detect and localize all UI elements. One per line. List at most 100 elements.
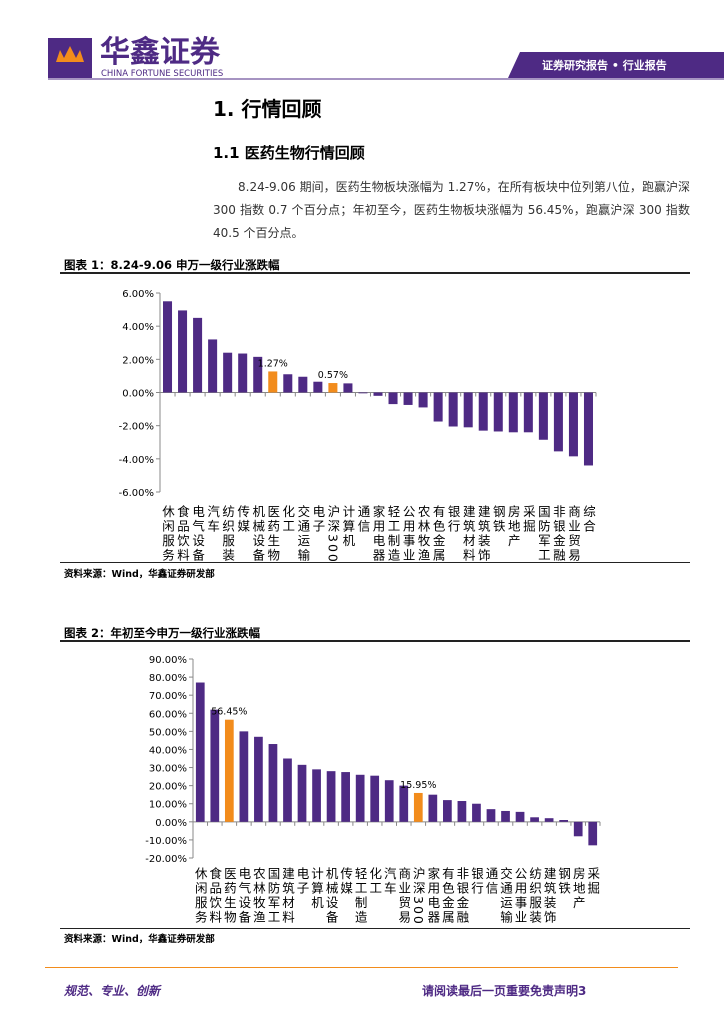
logo-en: CHINA FORTUNE SECURITIES <box>101 69 223 79</box>
y-tick-label: -4.00% <box>119 455 154 466</box>
figure-title: 图表 1：8.24-9.06 申万一级行业涨跌幅 <box>64 258 280 272</box>
bar <box>343 383 353 393</box>
bar <box>238 353 248 393</box>
bar <box>399 785 409 822</box>
header: 华鑫证券 CHINA FORTUNE SECURITIES 证券研究报告 • 行… <box>48 35 724 80</box>
page-number: 3 <box>578 984 587 998</box>
y-tick-label: 70.00% <box>149 691 187 702</box>
x-tick-label: 建筑装饰 <box>542 867 557 925</box>
figure-rule <box>60 928 690 929</box>
x-tick-label: 综合 <box>581 505 596 534</box>
section-title: 1. 行情回顾 <box>213 97 322 121</box>
y-tick-label: -10.00% <box>145 836 187 847</box>
y-tick-label: 4.00% <box>122 322 154 333</box>
bar <box>328 383 338 393</box>
x-tick-label: 家用电器 <box>425 866 440 925</box>
y-tick-label: 60.00% <box>149 709 187 720</box>
x-tick-label: 沪深300 <box>411 867 426 926</box>
bar <box>553 392 563 452</box>
x-tick-label: 商业贸易 <box>396 866 411 925</box>
footer-rule <box>45 967 678 968</box>
x-tick-label: 化工 <box>280 505 295 534</box>
x-tick-label: 建筑材料 <box>461 505 476 562</box>
x-tick-label: 汽车 <box>205 504 220 534</box>
x-tick-label: 轻工制造 <box>353 867 368 925</box>
x-tick-label: 计算机 <box>340 505 355 549</box>
logo-crown <box>56 46 84 62</box>
x-tick-label: 纺织服装 <box>220 505 235 562</box>
bar <box>573 821 583 837</box>
x-tick-label: 房地产 <box>506 504 521 549</box>
y-tick-label: 20.00% <box>149 782 187 793</box>
bar <box>163 301 173 393</box>
x-tick-label: 电子 <box>310 505 325 534</box>
x-tick-label: 银行 <box>469 867 484 896</box>
x-tick-label: 食品饮料 <box>175 504 190 562</box>
x-tick-label: 农林牧渔 <box>416 505 431 562</box>
x-tick-label: 机械设备 <box>250 505 265 562</box>
logo-cn: 华鑫证券 <box>100 35 221 70</box>
data-label: 1.27% <box>258 358 288 369</box>
y-tick-label: 40.00% <box>149 745 187 756</box>
bar <box>413 792 423 822</box>
bar <box>493 392 503 432</box>
y-tick-label: 2.00% <box>122 355 154 366</box>
x-tick-label: 传媒 <box>235 504 250 534</box>
x-tick-label: 建筑材料 <box>280 867 295 925</box>
x-tick-label: 房地产 <box>571 866 586 911</box>
bar <box>208 339 218 393</box>
figure-source: 资料来源：Wind，华鑫证券研发部 <box>64 569 215 580</box>
x-tick-label: 农林牧渔 <box>251 867 266 925</box>
data-label: 15.95% <box>400 780 436 791</box>
figure-rule <box>60 562 690 563</box>
x-tick-label: 非银金融 <box>454 867 469 925</box>
bar <box>508 392 518 433</box>
data-label: 0.57% <box>318 370 348 381</box>
bar <box>239 731 249 822</box>
bar <box>433 392 443 422</box>
x-tick-label: 家用电器 <box>371 504 386 562</box>
bar <box>178 310 188 393</box>
x-tick-label: 医药生物 <box>222 867 237 925</box>
bar <box>326 771 336 822</box>
bar <box>298 376 308 393</box>
bar <box>224 719 234 822</box>
y-tick-label: 50.00% <box>149 727 187 738</box>
bar <box>457 801 467 822</box>
figure-title: 图表 2：年初至今申万一级行业涨跌幅 <box>64 626 261 640</box>
figure-source: 资料来源：Wind，华鑫证券研发部 <box>64 934 215 945</box>
x-tick-label: 机械设备 <box>324 867 339 925</box>
bar <box>388 392 398 405</box>
x-tick-label: 有色金属 <box>440 867 455 925</box>
x-tick-label: 钢铁 <box>556 867 571 896</box>
y-tick-label: 90.00% <box>149 655 187 666</box>
bar <box>355 774 365 822</box>
bar <box>268 371 278 393</box>
x-tick-label: 有色金属 <box>431 505 446 562</box>
bar <box>403 392 413 405</box>
x-tick-label: 食品饮料 <box>207 866 222 925</box>
bar <box>384 780 394 822</box>
bar <box>538 392 548 440</box>
bar <box>515 811 525 822</box>
x-tick-label: 沪深300 <box>325 505 340 562</box>
x-tick-label: 化工 <box>367 867 382 896</box>
x-tick-label: 银行 <box>446 505 461 534</box>
bar <box>588 821 598 846</box>
bar <box>268 744 278 822</box>
paragraph: 8.24-9.06 期间，医药生物板块涨幅为 1.27%，在所有板块中位列第八位… <box>213 180 690 240</box>
x-tick-label: 休闲服务 <box>160 505 175 562</box>
bar <box>478 392 488 431</box>
x-tick-label: 非银金融 <box>551 505 566 562</box>
x-tick-label: 纺织服装 <box>527 867 542 925</box>
bar <box>486 809 496 822</box>
y-tick-label: 10.00% <box>149 800 187 811</box>
bar <box>583 392 593 466</box>
x-tick-label: 医药生物 <box>265 505 280 562</box>
bar <box>313 381 323 393</box>
chart: -6.00% -4.00% -2.00% 0.00% 2.00% 4.00% 6.00% 休闲… <box>119 289 597 562</box>
bar <box>210 709 220 822</box>
bar <box>559 820 569 822</box>
bar <box>523 392 533 433</box>
